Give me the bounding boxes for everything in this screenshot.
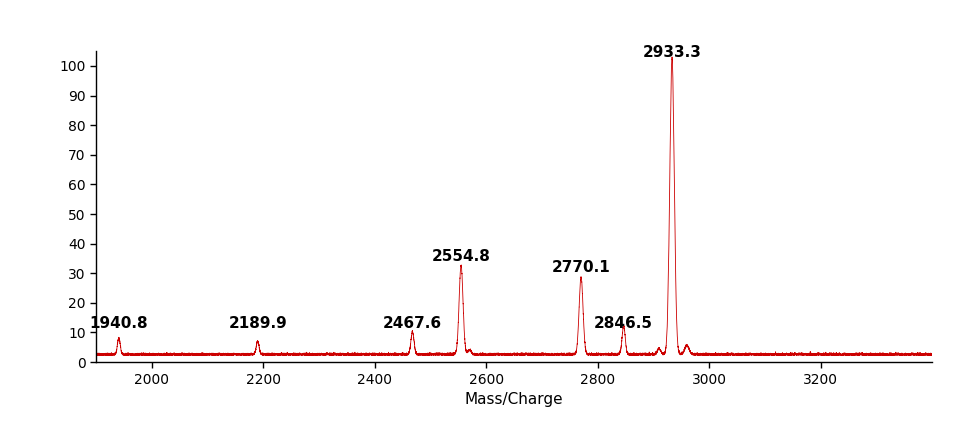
- Text: 1940.8: 1940.8: [89, 316, 148, 331]
- Text: 2467.6: 2467.6: [382, 316, 442, 331]
- Text: 2933.3: 2933.3: [643, 45, 702, 60]
- X-axis label: Mass/Charge: Mass/Charge: [465, 392, 563, 407]
- Text: 2770.1: 2770.1: [552, 260, 610, 275]
- Text: 2189.9: 2189.9: [229, 316, 287, 331]
- Text: 2554.8: 2554.8: [431, 249, 490, 265]
- Text: 2846.5: 2846.5: [594, 316, 653, 331]
